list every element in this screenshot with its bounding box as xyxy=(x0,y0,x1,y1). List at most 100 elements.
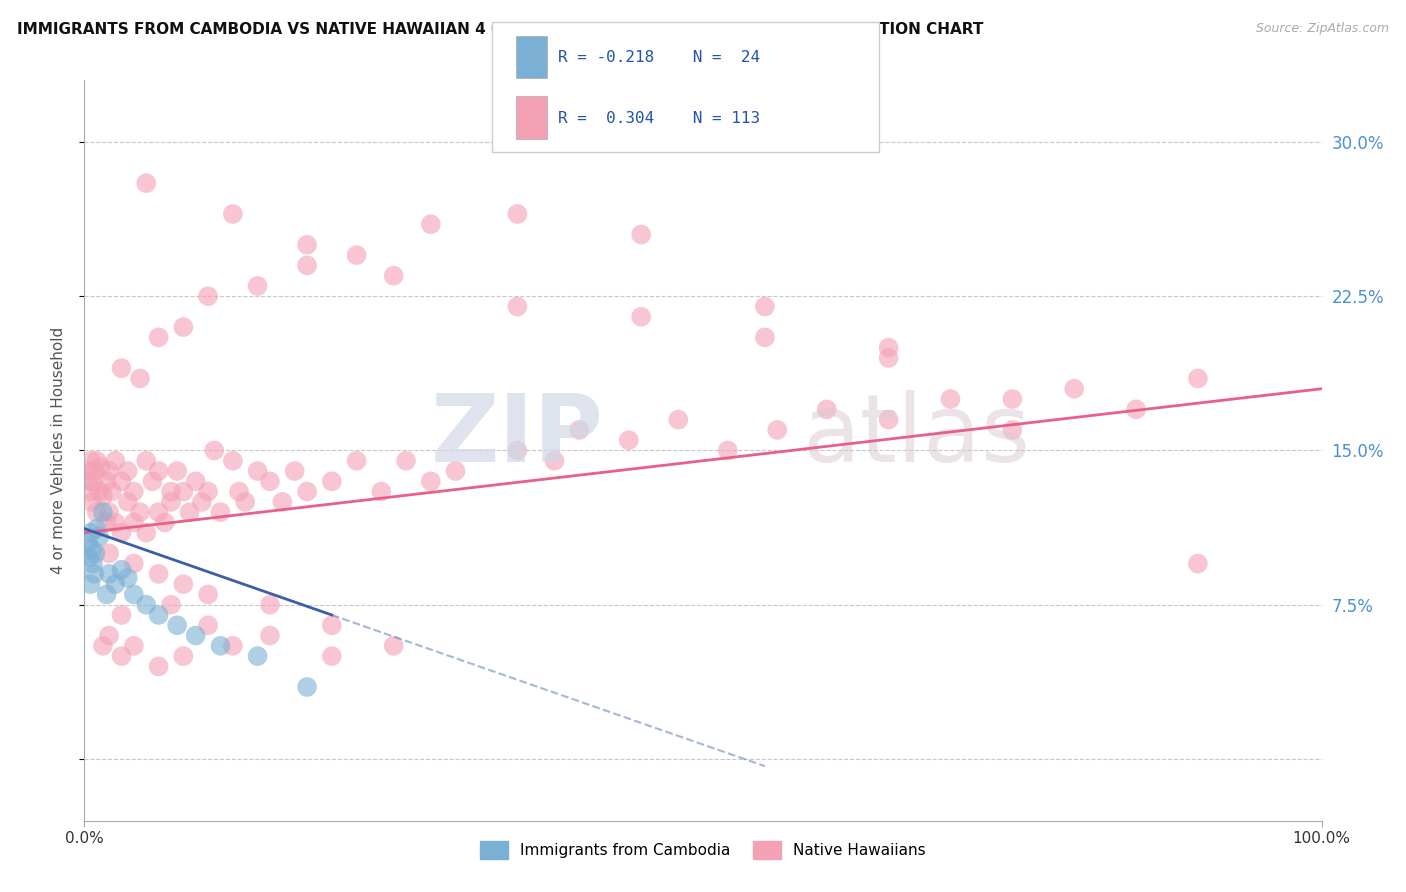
Text: R =  0.304    N = 113: R = 0.304 N = 113 xyxy=(558,111,761,126)
Point xyxy=(79,525,101,540)
Legend: Immigrants from Cambodia, Native Hawaiians: Immigrants from Cambodia, Native Hawaiia… xyxy=(474,835,932,865)
Point xyxy=(79,577,101,591)
Point xyxy=(86,505,108,519)
Point xyxy=(1001,392,1024,406)
Point xyxy=(110,361,132,376)
Point xyxy=(295,680,318,694)
Point xyxy=(83,464,105,478)
Point xyxy=(568,423,591,437)
Text: atlas: atlas xyxy=(801,390,1031,482)
Point xyxy=(96,516,118,530)
Point xyxy=(172,320,194,334)
Point xyxy=(444,464,467,478)
Point xyxy=(148,659,170,673)
Point xyxy=(135,598,157,612)
Point xyxy=(1187,371,1209,385)
Point xyxy=(79,550,101,565)
Point xyxy=(129,371,152,385)
Point xyxy=(83,566,105,581)
Point xyxy=(89,484,111,499)
Point xyxy=(122,587,145,601)
Point xyxy=(382,268,405,283)
Point xyxy=(1001,423,1024,437)
Point xyxy=(84,546,107,560)
Point xyxy=(259,598,281,612)
Point xyxy=(96,475,118,489)
Point xyxy=(382,639,405,653)
Point xyxy=(122,639,145,653)
Point xyxy=(419,217,441,231)
Point xyxy=(321,475,343,489)
Text: ZIP: ZIP xyxy=(432,390,605,482)
Point xyxy=(98,566,121,581)
Point xyxy=(197,618,219,632)
Point xyxy=(395,454,418,468)
Point xyxy=(197,484,219,499)
Point xyxy=(202,443,225,458)
Point xyxy=(148,505,170,519)
Point xyxy=(172,484,194,499)
Point xyxy=(110,525,132,540)
Point xyxy=(506,207,529,221)
Point xyxy=(122,516,145,530)
Point xyxy=(91,639,114,653)
Point xyxy=(96,587,118,601)
Point xyxy=(110,649,132,664)
Point xyxy=(91,505,114,519)
Point xyxy=(666,412,689,426)
Point xyxy=(754,330,776,344)
Point xyxy=(1063,382,1085,396)
Point xyxy=(148,464,170,478)
Point xyxy=(284,464,307,478)
Point xyxy=(148,607,170,622)
Point xyxy=(148,566,170,581)
Point xyxy=(209,639,232,653)
Point xyxy=(197,587,219,601)
Point xyxy=(184,628,207,642)
Point xyxy=(259,628,281,642)
Point xyxy=(630,227,652,242)
Point xyxy=(246,649,269,664)
Point xyxy=(506,443,529,458)
Point xyxy=(321,618,343,632)
Point xyxy=(79,454,101,468)
Point xyxy=(271,495,294,509)
Point xyxy=(104,516,127,530)
Point xyxy=(77,475,100,489)
Point xyxy=(110,475,132,489)
Point xyxy=(295,237,318,252)
Point xyxy=(295,259,318,273)
Point xyxy=(222,207,245,221)
Point xyxy=(122,557,145,571)
Point xyxy=(191,495,214,509)
Point xyxy=(104,454,127,468)
Point xyxy=(117,495,139,509)
Point xyxy=(717,443,740,458)
Point xyxy=(80,495,103,509)
Point xyxy=(110,607,132,622)
Point xyxy=(172,577,194,591)
Point xyxy=(419,475,441,489)
Text: R = -0.218    N =  24: R = -0.218 N = 24 xyxy=(558,50,761,65)
Point xyxy=(104,577,127,591)
Point xyxy=(1187,557,1209,571)
Point xyxy=(184,475,207,489)
Point xyxy=(877,351,900,365)
Point xyxy=(321,649,343,664)
Point xyxy=(246,464,269,478)
Point xyxy=(160,598,183,612)
Point xyxy=(122,484,145,499)
Point xyxy=(506,300,529,314)
Point xyxy=(259,475,281,489)
Point xyxy=(370,484,392,499)
Point xyxy=(766,423,789,437)
Point xyxy=(86,522,108,536)
Point xyxy=(98,546,121,560)
Point xyxy=(617,433,640,447)
Point xyxy=(148,330,170,344)
Text: Source: ZipAtlas.com: Source: ZipAtlas.com xyxy=(1256,22,1389,36)
Point xyxy=(153,516,176,530)
Point xyxy=(86,454,108,468)
Point xyxy=(79,484,101,499)
Point xyxy=(160,495,183,509)
